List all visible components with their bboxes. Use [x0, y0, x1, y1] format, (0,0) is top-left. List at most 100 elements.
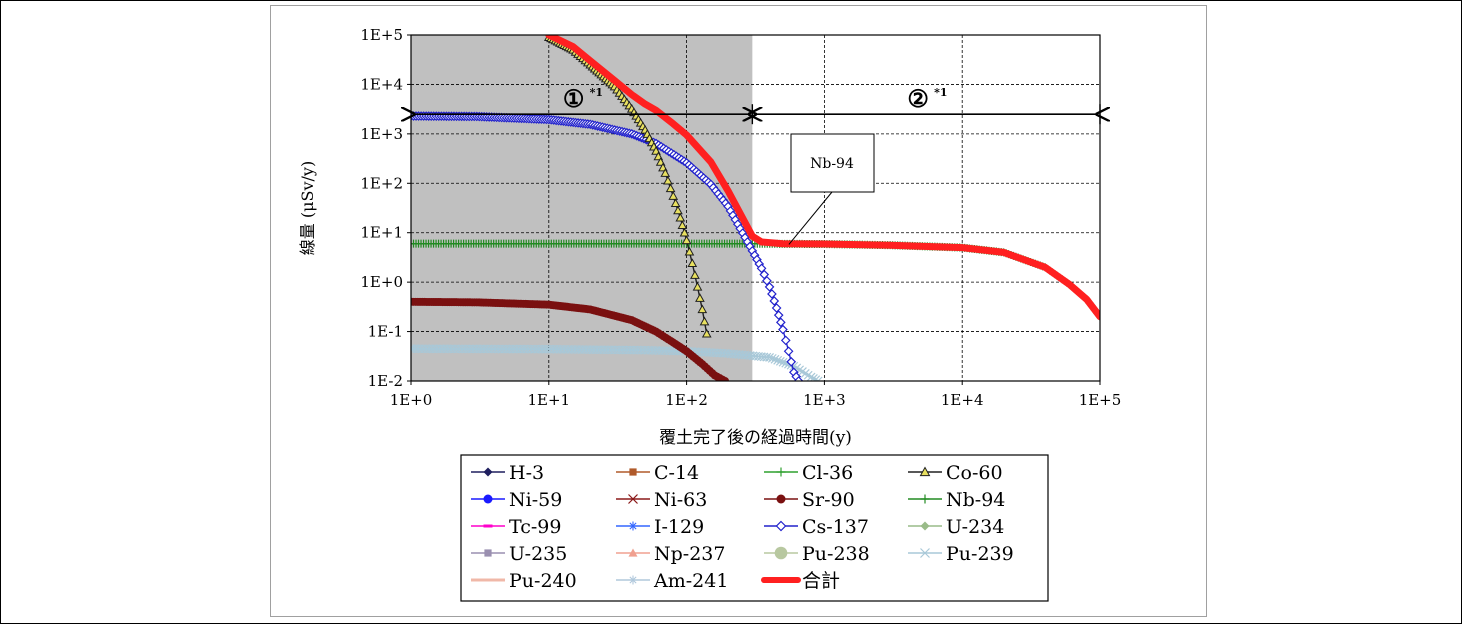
series-co-60-point: [699, 316, 710, 326]
legend-marker: [920, 494, 930, 504]
series-cs-137-point: [778, 324, 788, 335]
legend-marker: [775, 520, 787, 532]
series-cs-137-point: [767, 289, 777, 299]
legend-marker: [919, 466, 931, 477]
legend-box: [460, 454, 1049, 602]
series-pu-239-point: [767, 353, 777, 363]
legend-item: Nb-94: [908, 489, 1005, 511]
legend-item: 合計: [761, 570, 840, 592]
region-label: ①: [563, 84, 585, 113]
series-cs-137-point: [762, 275, 772, 286]
series-co-60-point: [668, 191, 679, 200]
y-tick-label: 1E-2: [368, 372, 403, 390]
x-tick-label: 1E+0: [390, 391, 433, 409]
legend-marker: [629, 468, 637, 476]
legend-label: I-129: [654, 516, 704, 538]
series-pu-239-point: [811, 375, 821, 381]
y-tick-label: 1E+1: [360, 224, 403, 242]
series-pu-239-point: [770, 354, 780, 364]
legend-label: U-234: [946, 516, 1004, 538]
legend-marker: [776, 467, 786, 477]
series-cs-137-point: [771, 303, 782, 313]
legend-marker: [483, 494, 493, 504]
legend-label: Sr-90: [802, 489, 855, 511]
legend-label: Co-60: [946, 462, 1003, 484]
series-co-60-point: [673, 205, 683, 215]
x-tick-label: 1E+3: [803, 391, 846, 409]
series-pu-239-point: [813, 376, 823, 381]
x-tick-label: 1E+4: [941, 391, 984, 409]
series-pu-239-point: [775, 356, 785, 366]
legend-label: Am-241: [653, 570, 728, 592]
y-tick-label: 1E+4: [360, 75, 403, 93]
legend-marker: [776, 494, 786, 504]
region-label-sup: *1: [590, 86, 603, 99]
legend-marker: [920, 548, 930, 558]
series-total-line: [545, 35, 1100, 321]
legend-label: Cl-36: [802, 462, 853, 484]
y-tick-label: 1E+0: [360, 273, 403, 291]
series-cs-137-point: [773, 310, 784, 321]
legend-label: U-235: [509, 543, 567, 565]
legend-label: Nb-94: [946, 489, 1005, 511]
shaded-region: [411, 35, 753, 381]
legend-label: Ni-63: [654, 489, 707, 511]
series-cs-137-point: [764, 282, 775, 292]
legend-marker: [628, 548, 638, 557]
legend-marker: [920, 521, 930, 531]
series-co-60-point: [687, 258, 698, 268]
series-pu-239-point: [773, 355, 783, 365]
series-cs-137-point: [783, 346, 794, 357]
series-cs-137-point: [780, 335, 791, 346]
legend-label: Pu-239: [946, 543, 1014, 565]
y-axis-label: 線量 (μSv/y): [298, 161, 317, 255]
series-sr-90: [411, 297, 730, 381]
legend-label: H-3: [509, 462, 544, 484]
y-tick-label: 1E+5: [360, 26, 403, 44]
legend-label: Cs-137: [802, 516, 869, 538]
series-co-60-point: [695, 293, 705, 302]
series-co-60-point: [701, 328, 712, 338]
legend-item: Np-237: [616, 543, 725, 565]
legend-label: Np-237: [654, 543, 725, 565]
y-tick-label: 1E+2: [360, 174, 403, 192]
x-axis-label: 覆土完了後の経過時間(y): [659, 428, 852, 448]
legend-item: U-235: [471, 543, 567, 565]
legend-label: C-14: [654, 462, 699, 484]
series-co-60-point: [690, 270, 700, 279]
legend-item: Sr-90: [764, 489, 855, 511]
series-co-60-point: [684, 246, 695, 256]
legend-item: Pu-239: [908, 543, 1014, 565]
legend-item: Pu-240: [471, 570, 577, 592]
y-tick-label: 1E-1: [368, 323, 403, 341]
series-sr-90-point: [721, 377, 730, 381]
legend-item: Am-241: [616, 570, 728, 592]
series-co-60-point: [677, 220, 688, 230]
legend-item: Cl-36: [764, 462, 853, 484]
legend-item: C-14: [616, 462, 699, 484]
legend-marker: [774, 546, 788, 560]
series-co-60-point: [675, 212, 686, 222]
legend-label: Ni-59: [509, 489, 562, 511]
series-co-60-point: [660, 168, 671, 177]
plot-border: [410, 34, 1101, 382]
legend-label: Pu-240: [509, 570, 577, 592]
series-co-60-point: [679, 227, 690, 237]
x-tick-label: 1E+1: [527, 391, 570, 409]
series-pu-239-point: [808, 373, 818, 381]
x-tick-label: 1E+2: [665, 391, 708, 409]
legend-label: Pu-238: [802, 543, 870, 565]
series-co-60-point: [681, 235, 692, 245]
legend-marker: [628, 521, 638, 531]
series-cs-137-point: [793, 376, 804, 381]
legend-item: Pu-238: [764, 543, 870, 565]
legend-item: U-234: [908, 516, 1004, 538]
series-co-60-point: [697, 304, 708, 314]
legend-marker: [483, 467, 493, 477]
series-cs-137-point: [759, 269, 770, 280]
series--: [545, 35, 1100, 321]
legend-item: Cs-137: [764, 516, 869, 538]
legend-label: 合計: [802, 570, 840, 592]
series-pu-239-point: [778, 357, 788, 367]
